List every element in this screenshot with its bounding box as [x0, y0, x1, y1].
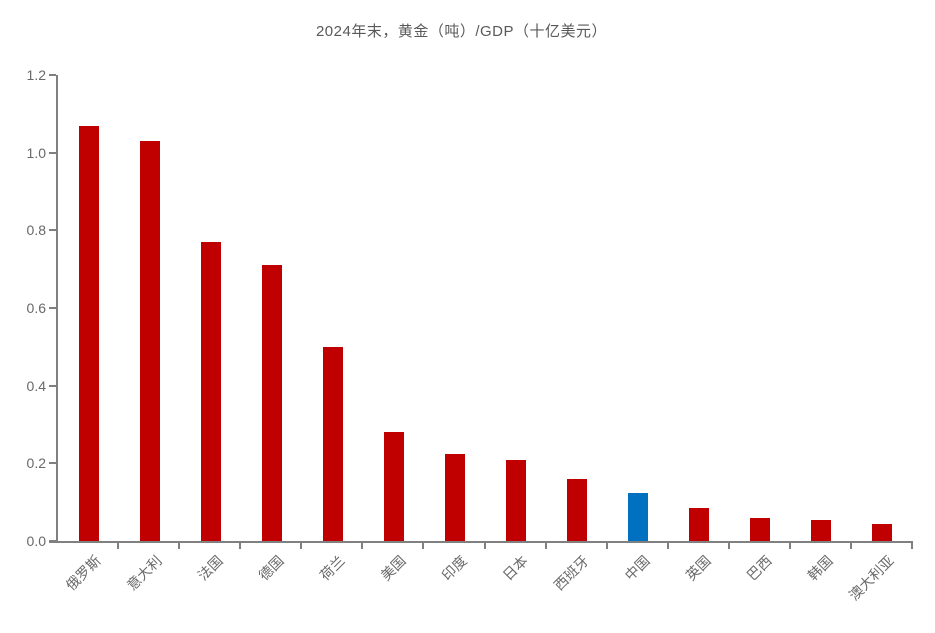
- x-tick-mark: [605, 541, 608, 549]
- bar-brazil: [750, 517, 771, 541]
- x-tick-mark: [361, 541, 364, 549]
- x-tick-mark: [666, 541, 669, 549]
- x-label-france: 法国: [194, 552, 226, 584]
- x-label-south-korea: 韩国: [805, 552, 837, 584]
- x-label-italy: 意大利: [123, 552, 165, 594]
- x-tick-mark: [911, 541, 913, 549]
- x-tick-mark: [117, 541, 120, 549]
- x-tick-mark: [727, 541, 730, 549]
- bar-france: [200, 242, 221, 541]
- y-tick-mark: [49, 384, 56, 387]
- y-tick-label-1.2: 1.2: [26, 67, 46, 83]
- x-label-uk: 英国: [682, 552, 714, 584]
- y-tick-mark: [49, 151, 56, 154]
- bar-india: [444, 453, 465, 541]
- x-tick-mark: [422, 541, 425, 549]
- x-label-india: 印度: [438, 552, 470, 584]
- y-tick-mark: [49, 307, 56, 309]
- y-tick-label-0.8: 0.8: [26, 222, 46, 239]
- x-label-japan: 日本: [499, 552, 531, 584]
- x-label-netherlands: 荷兰: [316, 552, 348, 584]
- y-tick-label-0.4: 0.4: [26, 377, 46, 394]
- y-tick-mark: [49, 462, 56, 465]
- y-tick-mark: [49, 74, 56, 76]
- x-label-usa: 美国: [377, 552, 409, 584]
- chart-title: 2024年末，黄金（吨）/GDP（十亿美元）: [315, 23, 608, 40]
- y-tick-mark: [49, 229, 56, 232]
- y-tick-label-0.6: 0.6: [26, 300, 46, 316]
- x-label-china: 中国: [621, 552, 653, 584]
- x-label-brazil: 巴西: [743, 552, 776, 584]
- x-tick-mark: [300, 541, 303, 549]
- x-tick-mark: [483, 541, 486, 549]
- bar-netherlands: [322, 346, 343, 541]
- bar-usa: [383, 432, 404, 541]
- x-label-australia: 澳大利亚: [846, 552, 898, 604]
- x-label-germany: 德国: [255, 552, 287, 584]
- bar-russia: [78, 125, 99, 541]
- bar-south-korea: [811, 519, 832, 541]
- x-tick-mark: [544, 541, 547, 549]
- bar-germany: [261, 265, 282, 541]
- y-tick-label-0.2: 0.2: [26, 455, 46, 472]
- bar-japan: [506, 459, 527, 541]
- x-label-spain: 西班牙: [550, 552, 592, 594]
- bar-spain: [567, 478, 588, 541]
- y-tick-label-1.0: 1.0: [26, 144, 46, 161]
- bar-australia: [872, 524, 893, 541]
- y-tick-label-0.0: 0.0: [26, 533, 46, 549]
- x-tick-mark: [849, 541, 852, 549]
- plot-area: [56, 75, 913, 543]
- x-tick-mark: [788, 541, 791, 549]
- bar-china: [628, 492, 649, 541]
- bar-italy: [139, 141, 160, 541]
- x-axis-extension: [49, 541, 56, 543]
- x-tick-mark: [239, 541, 242, 549]
- bar-uk: [689, 508, 710, 541]
- x-label-russia: 俄罗斯: [62, 552, 104, 594]
- x-tick-mark: [178, 541, 181, 549]
